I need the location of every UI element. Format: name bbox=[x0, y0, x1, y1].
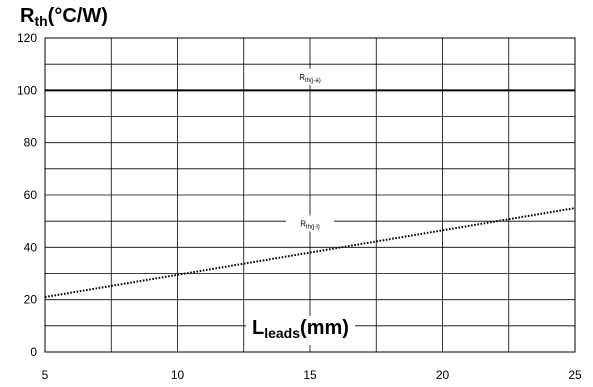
y-axis-title: Rth(°C/W) bbox=[20, 5, 108, 29]
series-label-main: R bbox=[299, 73, 305, 82]
x-axis-title: Lleads(mm) bbox=[246, 316, 355, 345]
y-tick-label: 0 bbox=[30, 345, 37, 359]
y-tick-label: 20 bbox=[24, 293, 38, 307]
x-tick-label: 15 bbox=[303, 368, 317, 382]
x-tick-labels: 5 10 15 20 25 bbox=[42, 368, 582, 382]
y-tick-label: 120 bbox=[17, 31, 37, 45]
y-tick-label: 60 bbox=[24, 188, 38, 202]
y-tick-label: 100 bbox=[17, 83, 37, 97]
x-tick-label: 5 bbox=[42, 368, 49, 382]
x-tick-label: 25 bbox=[568, 368, 582, 382]
series-label-bg bbox=[286, 68, 334, 85]
series-label-sub: th(j-l) bbox=[306, 224, 320, 230]
y-tick-label: 80 bbox=[24, 136, 38, 150]
series-label: Rth(j-l) bbox=[300, 219, 319, 230]
series-label-main: R bbox=[300, 219, 306, 228]
plot-frame bbox=[44, 37, 576, 353]
series-layer bbox=[44, 89, 576, 299]
y-tick-labels: 0 20 40 60 80 100 120 bbox=[17, 31, 37, 359]
series-label-bg bbox=[286, 215, 334, 232]
grid-major bbox=[44, 37, 576, 353]
x-tick-label: 10 bbox=[171, 368, 185, 382]
x-tick-label: 20 bbox=[436, 368, 450, 382]
y-tick-label: 40 bbox=[24, 240, 38, 254]
annotation-layer: Rth(j-a)Rth(j-l) bbox=[286, 68, 334, 232]
series-label-sub: th(j-a) bbox=[305, 78, 321, 84]
series-label: Rth(j-a) bbox=[299, 73, 320, 84]
